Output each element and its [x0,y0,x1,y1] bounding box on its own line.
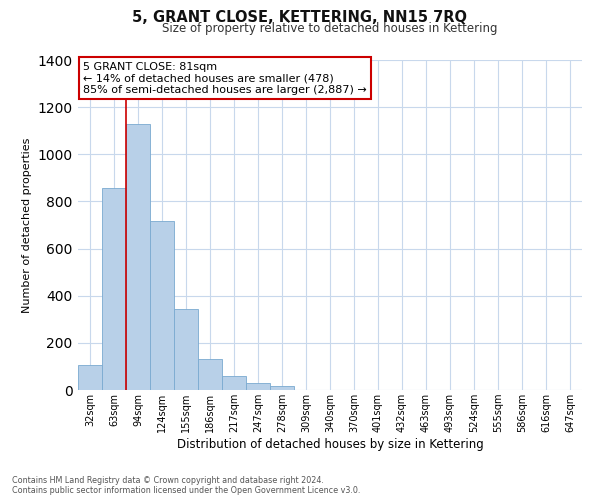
Bar [246,384,270,390]
X-axis label: Distribution of detached houses by size in Kettering: Distribution of detached houses by size … [176,438,484,451]
Text: Contains HM Land Registry data © Crown copyright and database right 2024.
Contai: Contains HM Land Registry data © Crown c… [12,476,361,495]
Bar [150,222,174,390]
Bar [270,386,294,390]
Title: Size of property relative to detached houses in Kettering: Size of property relative to detached ho… [162,22,498,35]
Y-axis label: Number of detached properties: Number of detached properties [22,138,32,312]
Text: 5 GRANT CLOSE: 81sqm
← 14% of detached houses are smaller (478)
85% of semi-deta: 5 GRANT CLOSE: 81sqm ← 14% of detached h… [83,62,367,95]
Bar [102,188,126,390]
Bar [222,376,246,390]
Bar [174,308,198,390]
Text: 5, GRANT CLOSE, KETTERING, NN15 7RQ: 5, GRANT CLOSE, KETTERING, NN15 7RQ [133,10,467,25]
Bar [78,365,102,390]
Bar [198,360,222,390]
Bar [126,124,150,390]
